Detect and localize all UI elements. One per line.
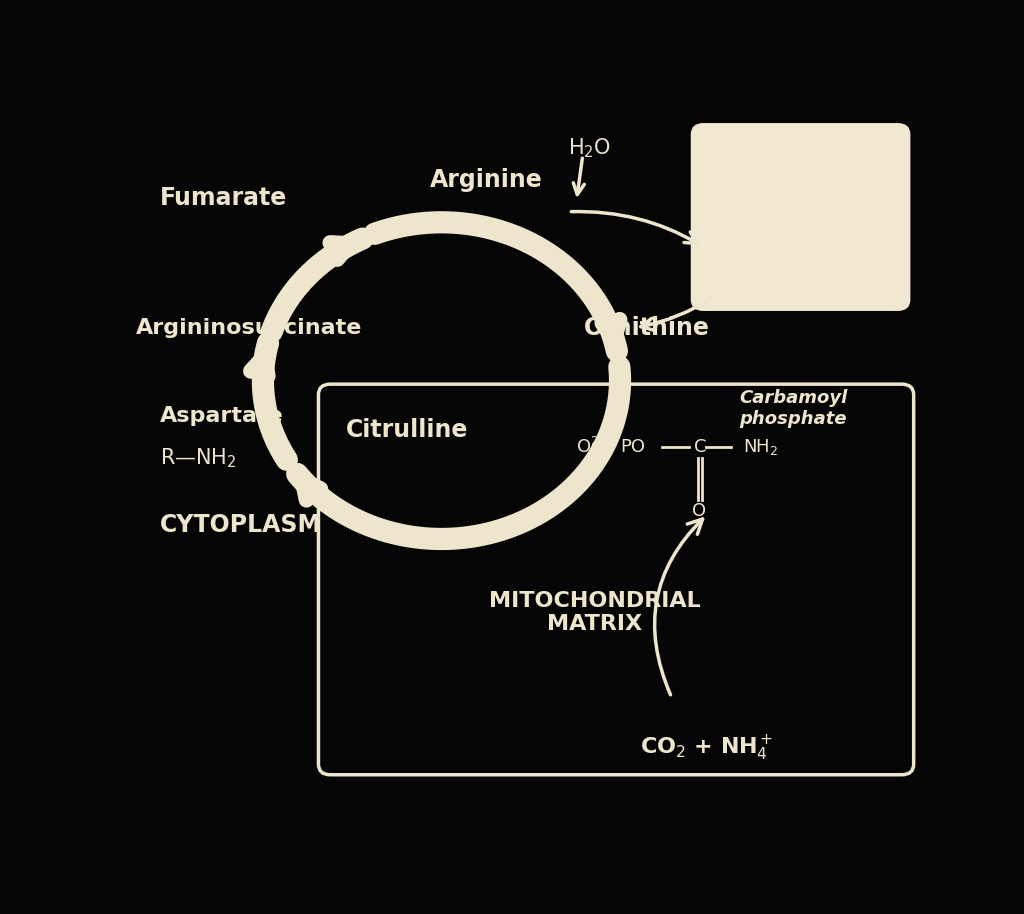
Text: Citrulline: Citrulline [346, 418, 469, 441]
Text: Fumarate: Fumarate [160, 186, 287, 209]
Text: MITOCHONDRIAL
MATRIX: MITOCHONDRIAL MATRIX [489, 591, 700, 634]
Text: PO: PO [620, 439, 645, 456]
Text: H$_2$O: H$_2$O [568, 136, 611, 160]
Text: Aspartate: Aspartate [160, 406, 284, 426]
Text: O$_3^{2-}$: O$_3^{2-}$ [577, 435, 612, 460]
Text: NH$_2$: NH$_2$ [743, 438, 778, 458]
Text: O: O [692, 502, 707, 520]
Text: R—NH$_2$: R—NH$_2$ [160, 446, 236, 470]
Text: Carbamoyl
phosphate: Carbamoyl phosphate [739, 389, 847, 428]
FancyBboxPatch shape [318, 384, 913, 775]
Text: Ornithine: Ornithine [585, 316, 711, 340]
Text: CO$_2$ + NH$_4^+$: CO$_2$ + NH$_4^+$ [640, 733, 773, 762]
Text: CYTOPLASM: CYTOPLASM [160, 513, 322, 537]
Text: Arginine: Arginine [430, 168, 543, 192]
Text: C: C [694, 439, 707, 456]
FancyBboxPatch shape [691, 123, 909, 310]
Text: Argininosuccinate: Argininosuccinate [136, 318, 362, 338]
